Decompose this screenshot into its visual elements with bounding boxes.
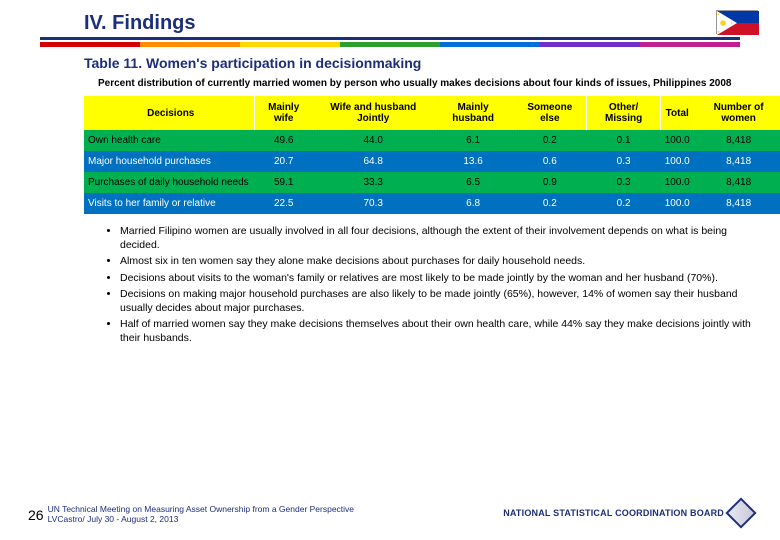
page-number: 26 bbox=[28, 507, 44, 524]
color-stripe bbox=[40, 42, 740, 47]
table-cell: 8,418 bbox=[694, 130, 780, 151]
table-row: Major household purchases20.764.813.60.6… bbox=[84, 151, 780, 172]
bullet-item: Decisions on making major household purc… bbox=[120, 287, 760, 315]
findings-bullets: Married Filipino women are usually invol… bbox=[120, 224, 760, 345]
table-cell: Major household purchases bbox=[84, 151, 254, 172]
bullet-item: Married Filipino women are usually invol… bbox=[120, 224, 760, 252]
color-stripe-segment bbox=[340, 42, 440, 47]
section-heading: IV. Findings bbox=[84, 12, 740, 35]
table-row: Visits to her family or relative22.570.3… bbox=[84, 193, 780, 214]
color-stripe-segment bbox=[640, 42, 740, 47]
table-cell: 0.3 bbox=[587, 151, 661, 172]
table-cell: 20.7 bbox=[254, 151, 313, 172]
table-cell: 8,418 bbox=[694, 193, 780, 214]
table-header-cell: Total bbox=[661, 96, 694, 130]
table-header-cell: Someone else bbox=[513, 96, 586, 130]
table-cell: 0.2 bbox=[513, 193, 586, 214]
slide-footer: 26 UN Technical Meeting on Measuring Ass… bbox=[28, 502, 752, 524]
table-cell: 70.3 bbox=[313, 193, 433, 214]
table-row: Own health care49.644.06.10.20.1100.08,4… bbox=[84, 130, 780, 151]
org-name: NATIONAL STATISTICAL COORDINATION BOARD bbox=[503, 508, 724, 518]
table-cell: 33.3 bbox=[313, 172, 433, 193]
table-cell: Own health care bbox=[84, 130, 254, 151]
heading-underline bbox=[40, 37, 740, 40]
table-cell: 8,418 bbox=[694, 172, 780, 193]
decisions-table: DecisionsMainly wifeWife and husband Joi… bbox=[84, 96, 780, 214]
color-stripe-segment bbox=[440, 42, 540, 47]
table-cell: Purchases of daily household needs bbox=[84, 172, 254, 193]
table-cell: 64.8 bbox=[313, 151, 433, 172]
table-cell: 0.1 bbox=[587, 130, 661, 151]
table-cell: 0.2 bbox=[513, 130, 586, 151]
table-cell: 8,418 bbox=[694, 151, 780, 172]
footer-meeting-info: UN Technical Meeting on Measuring Asset … bbox=[48, 504, 354, 524]
table-cell: Visits to her family or relative bbox=[84, 193, 254, 214]
table-header-cell: Wife and husband Jointly bbox=[313, 96, 433, 130]
table-cell: 100.0 bbox=[661, 130, 694, 151]
philippines-flag bbox=[716, 10, 758, 34]
bullet-item: Decisions about visits to the woman's fa… bbox=[120, 271, 760, 285]
table-cell: 22.5 bbox=[254, 193, 313, 214]
color-stripe-segment bbox=[140, 42, 240, 47]
table-cell: 6.1 bbox=[433, 130, 513, 151]
table-cell: 0.3 bbox=[587, 172, 661, 193]
table-cell: 44.0 bbox=[313, 130, 433, 151]
color-stripe-segment bbox=[40, 42, 140, 47]
color-stripe-segment bbox=[240, 42, 340, 47]
table-header-cell: Decisions bbox=[84, 96, 254, 130]
table-cell: 6.5 bbox=[433, 172, 513, 193]
table-cell: 100.0 bbox=[661, 151, 694, 172]
footer-line1: UN Technical Meeting on Measuring Asset … bbox=[48, 504, 354, 514]
footer-line2: LVCastro/ July 30 - August 2, 2013 bbox=[48, 514, 354, 524]
table-header-cell: Mainly husband bbox=[433, 96, 513, 130]
table-cell: 49.6 bbox=[254, 130, 313, 151]
table-cell: 0.2 bbox=[587, 193, 661, 214]
table-cell: 0.6 bbox=[513, 151, 586, 172]
table-title: Table 11. Women's participation in decis… bbox=[84, 55, 740, 71]
table-row: Purchases of daily household needs59.133… bbox=[84, 172, 780, 193]
bullet-item: Half of married women say they make deci… bbox=[120, 317, 760, 345]
table-description: Percent distribution of currently marrie… bbox=[98, 77, 758, 90]
table-cell: 100.0 bbox=[661, 172, 694, 193]
table-cell: 13.6 bbox=[433, 151, 513, 172]
table-header-cell: Number of women bbox=[694, 96, 780, 130]
table-header-cell: Mainly wife bbox=[254, 96, 313, 130]
color-stripe-segment bbox=[540, 42, 640, 47]
bullet-item: Almost six in ten women say they alone m… bbox=[120, 254, 760, 268]
table-cell: 59.1 bbox=[254, 172, 313, 193]
table-cell: 0.9 bbox=[513, 172, 586, 193]
table-cell: 100.0 bbox=[661, 193, 694, 214]
table-cell: 6.8 bbox=[433, 193, 513, 214]
table-header-cell: Other/ Missing bbox=[587, 96, 661, 130]
nscb-logo-icon bbox=[725, 497, 756, 528]
